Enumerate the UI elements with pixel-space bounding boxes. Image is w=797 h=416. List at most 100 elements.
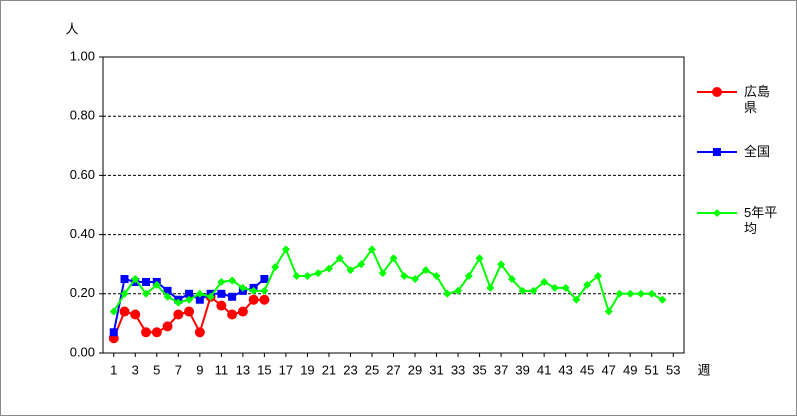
point (540, 277, 549, 286)
point (647, 289, 656, 298)
point (194, 327, 205, 338)
point (615, 289, 624, 298)
point (583, 280, 592, 289)
point (260, 286, 269, 295)
point (314, 269, 323, 278)
point (357, 260, 366, 269)
point (400, 272, 409, 281)
point (346, 266, 355, 275)
x-tick-label: 23 (343, 362, 357, 377)
x-tick-label: 7 (175, 362, 182, 377)
point (152, 280, 161, 289)
x-tick-label: 45 (580, 362, 594, 377)
point (292, 272, 301, 281)
y-axis-title: 人 (65, 21, 78, 36)
point (185, 295, 194, 304)
point (216, 300, 227, 311)
point (281, 245, 290, 254)
point (475, 254, 484, 263)
point (550, 283, 559, 292)
point (174, 298, 183, 307)
point (636, 289, 645, 298)
point (497, 260, 506, 269)
point (238, 283, 247, 292)
y-tick-label: 0.80 (70, 108, 95, 123)
point (206, 292, 215, 301)
point (142, 289, 151, 298)
point (195, 295, 204, 304)
point (464, 272, 473, 281)
point (130, 309, 141, 320)
point (432, 272, 441, 281)
x-tick-label: 43 (558, 362, 572, 377)
y-tick-label: 0.60 (70, 167, 95, 182)
point (443, 289, 452, 298)
series-line (112, 247, 663, 314)
y-tick-label: 0.00 (70, 344, 95, 359)
x-tick-label: 1 (110, 362, 117, 377)
point (303, 272, 312, 281)
x-tick-label: 9 (196, 362, 203, 377)
point (378, 269, 387, 278)
point (249, 286, 258, 295)
x-tick-label: 31 (429, 362, 443, 377)
legend-marker (713, 148, 721, 156)
x-tick-label: 3 (132, 362, 139, 377)
point (389, 254, 398, 263)
point (120, 289, 129, 298)
point (228, 276, 237, 285)
point (185, 289, 194, 298)
series (108, 291, 270, 344)
point (151, 327, 162, 338)
x-tick-label: 25 (365, 362, 379, 377)
point (593, 272, 602, 281)
point (367, 245, 376, 254)
point (604, 307, 613, 316)
point (561, 283, 570, 292)
x-tick-label: 51 (644, 362, 658, 377)
point (572, 295, 581, 304)
point (109, 328, 118, 337)
point (184, 306, 195, 317)
point (421, 266, 430, 275)
x-tick-label: 49 (623, 362, 637, 377)
x-axis-title: 週 (697, 362, 710, 377)
point (335, 254, 344, 263)
point (227, 309, 238, 320)
point (248, 294, 259, 305)
y-tick-label: 0.40 (70, 226, 95, 241)
point (141, 327, 152, 338)
point (454, 286, 463, 295)
y-tick-label: 0.20 (70, 285, 95, 300)
point (119, 306, 130, 317)
point (411, 275, 420, 283)
point (217, 289, 226, 298)
point (228, 292, 237, 301)
x-tick-label: 11 (215, 362, 229, 377)
legend-label: 全国 (744, 144, 771, 159)
point (324, 264, 333, 273)
x-tick-label: 33 (451, 362, 465, 377)
point (217, 277, 226, 286)
legend-label: 5年平均 (744, 205, 778, 236)
x-tick-label: 35 (472, 362, 486, 377)
x-tick-label: 5 (153, 362, 160, 377)
point (271, 263, 280, 272)
x-tick-label: 27 (386, 362, 400, 377)
x-tick-label: 37 (494, 362, 508, 377)
point (195, 289, 204, 298)
series (109, 245, 667, 316)
legend-marker (713, 209, 721, 217)
point (518, 286, 527, 295)
point (173, 309, 184, 320)
point (658, 295, 667, 304)
x-tick-label: 13 (236, 362, 250, 377)
x-tick-label: 29 (408, 362, 422, 377)
point (162, 321, 173, 332)
point (120, 275, 129, 283)
x-tick-label: 21 (322, 362, 336, 377)
y-tick-label: 1.00 (70, 48, 95, 63)
legend-marker (712, 87, 722, 97)
x-tick-label: 41 (537, 362, 551, 377)
